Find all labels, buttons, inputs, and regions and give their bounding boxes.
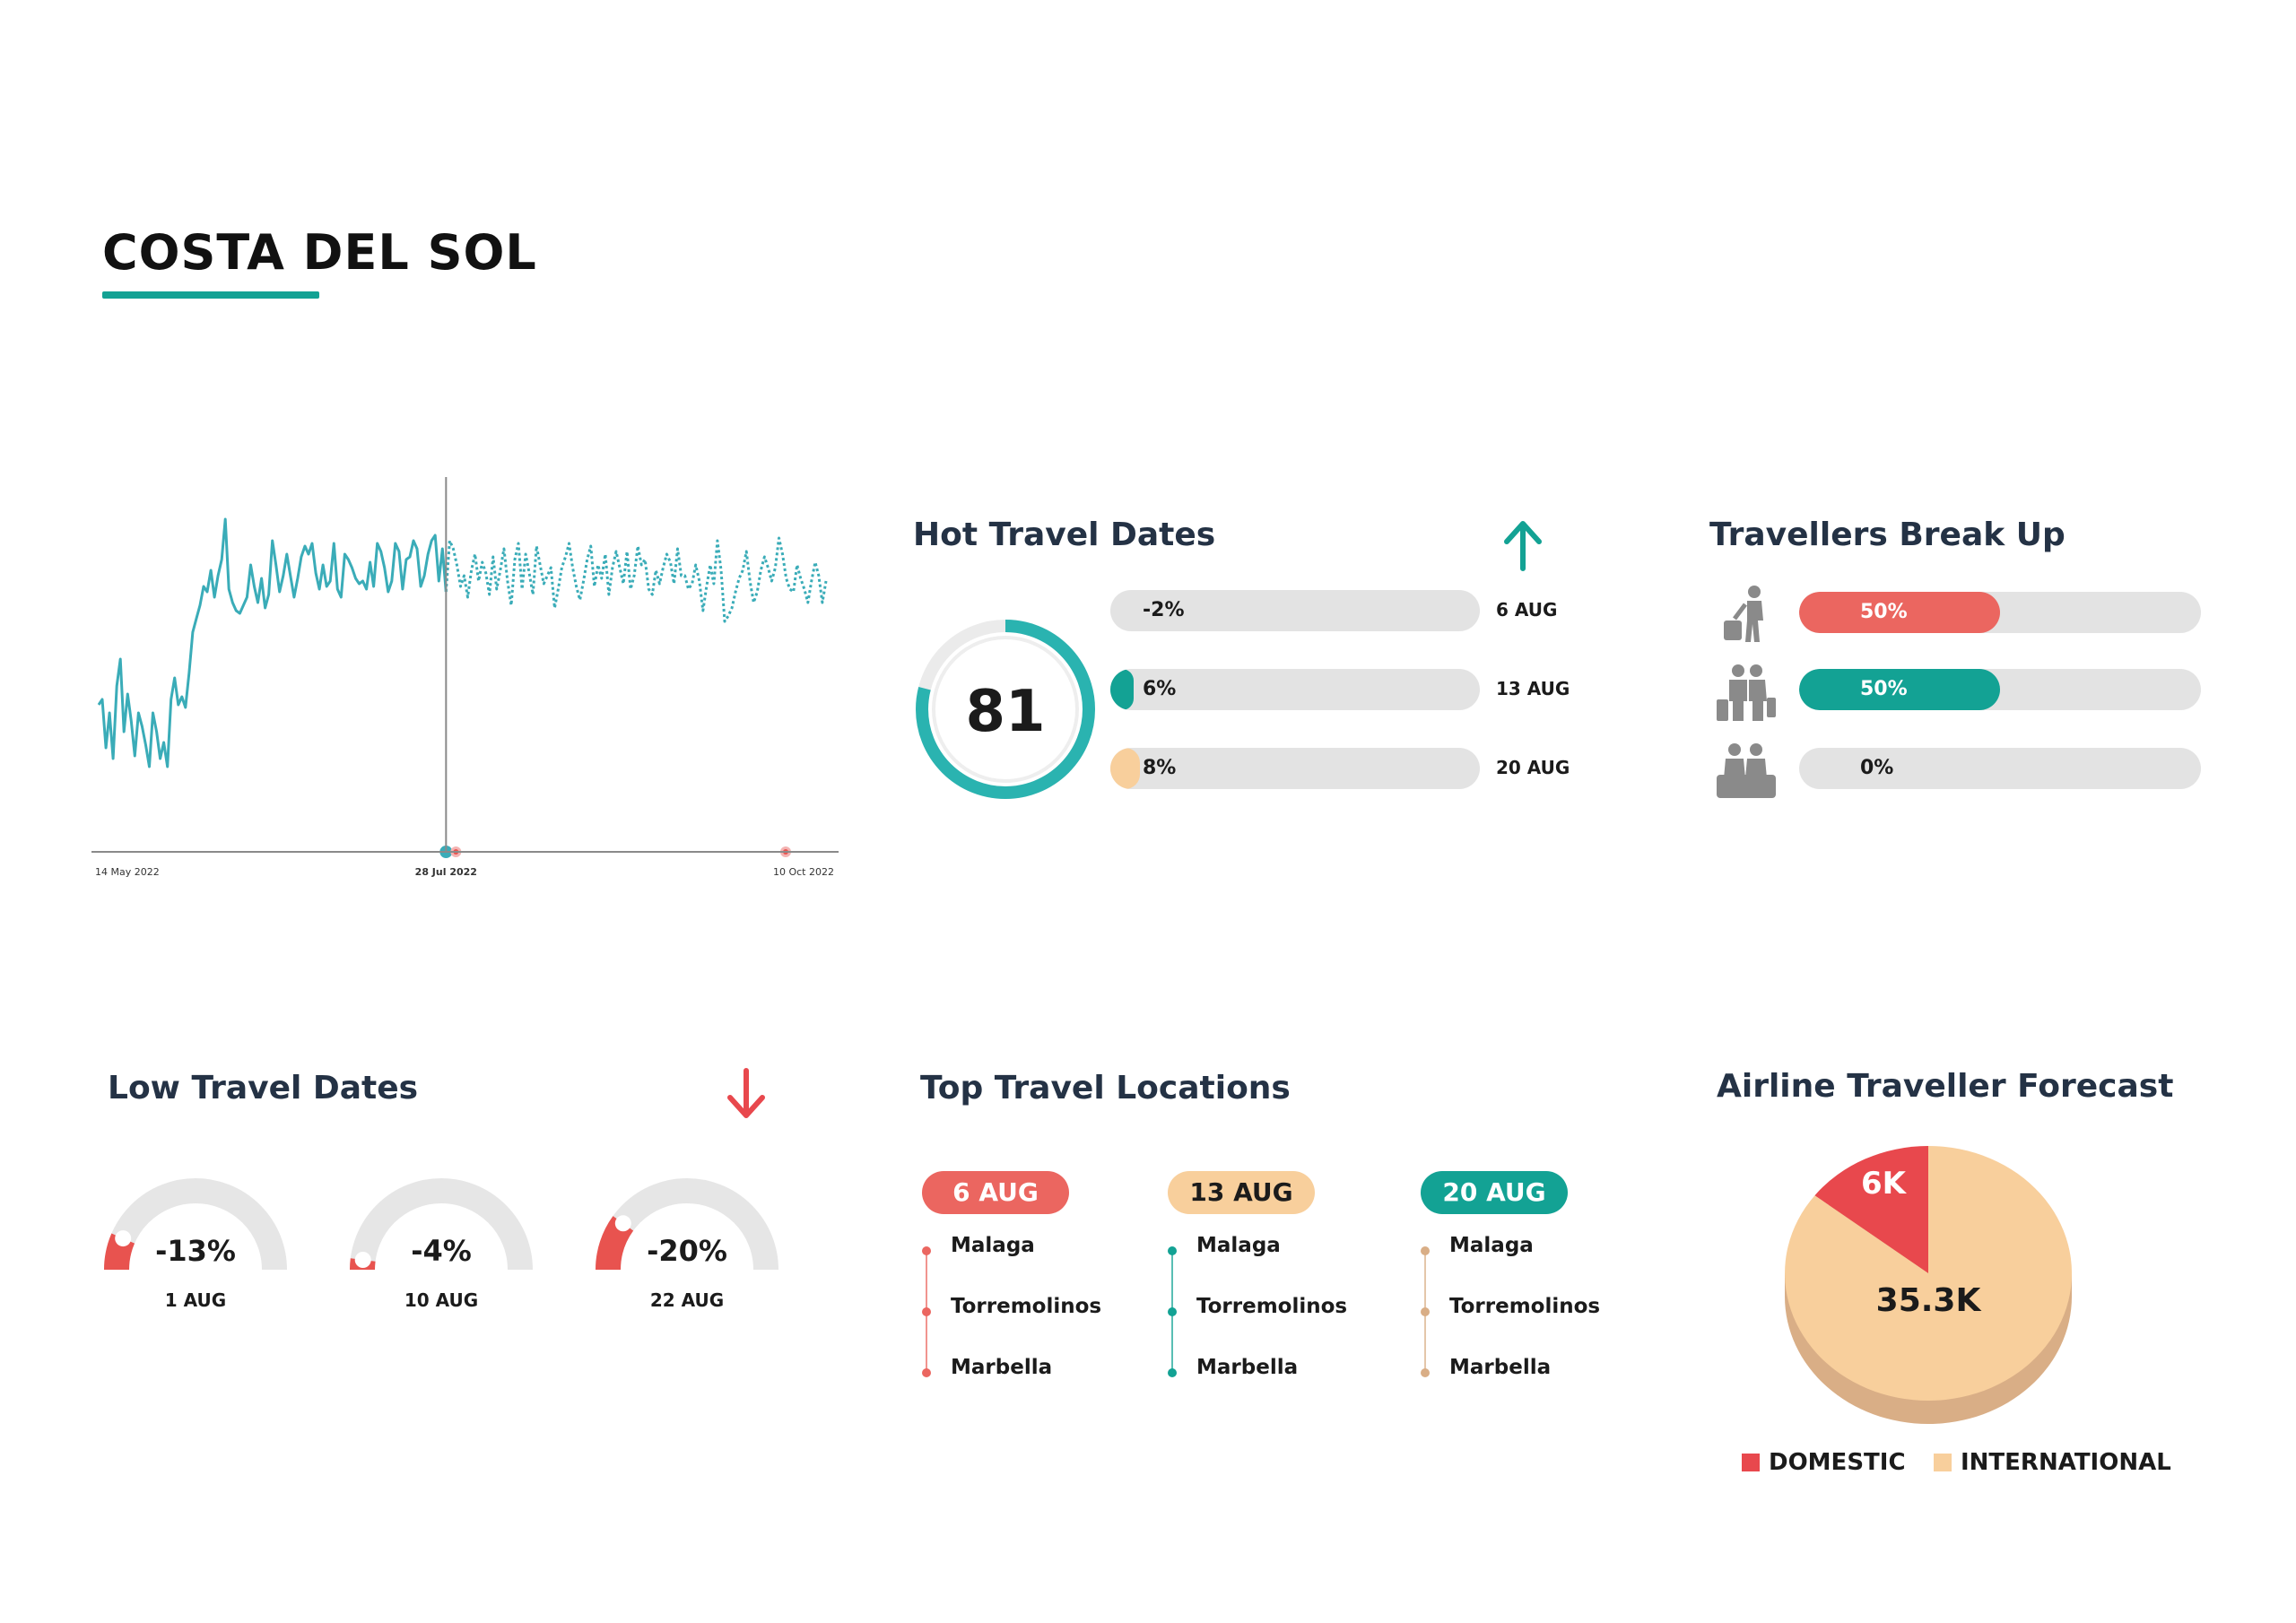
score-arc xyxy=(916,620,1095,799)
gauge-date: 1 AUG xyxy=(164,1289,227,1311)
location-dot xyxy=(1168,1246,1177,1255)
gauge xyxy=(350,1178,533,1271)
page-title: COSTA DEL SOL xyxy=(102,224,537,281)
hot-date-bar: 8% xyxy=(1110,748,1480,789)
pie-slice-domestic xyxy=(1814,1146,1928,1273)
hot-date-pct: 8% xyxy=(1143,757,1177,779)
low-travel-dates-title: Low Travel Dates xyxy=(108,1070,419,1107)
location-dot xyxy=(922,1368,931,1377)
location-dot xyxy=(1421,1368,1430,1377)
hot-date-bar: -2% xyxy=(1110,590,1480,631)
hot-date-bar-fill xyxy=(1110,748,1140,789)
location-dot xyxy=(922,1307,931,1316)
traveller-bar-fill xyxy=(1799,592,2000,633)
travellers-break-up-title: Travellers Break Up xyxy=(1709,516,2066,553)
gauge-knob xyxy=(614,1215,631,1232)
traveller-bar: 0% xyxy=(1799,748,2201,789)
location-item: Torremolinos xyxy=(1449,1295,1601,1318)
legend-item: DOMESTIC xyxy=(1742,1449,1906,1476)
trend-line-chart: 14 May 2022 28 Jul 2022 10 Oct 2022 xyxy=(91,477,839,878)
hot-date-label: 20 AUG xyxy=(1496,757,1570,778)
gauge-track xyxy=(350,1178,533,1271)
legend-swatch xyxy=(1742,1454,1760,1471)
series-forecast-line xyxy=(444,536,828,623)
couple-traveller-icon xyxy=(1717,664,1776,721)
location-dot xyxy=(1168,1307,1177,1316)
international-value-label: 35.3K xyxy=(1875,1282,1981,1319)
solo-traveller-icon xyxy=(1724,586,1763,642)
gauge xyxy=(596,1178,778,1271)
gauge xyxy=(103,1178,287,1271)
traveller-bar: 50% xyxy=(1799,592,2201,633)
score-value: 81 xyxy=(965,679,1046,745)
score-ring xyxy=(916,620,1095,799)
x-tick-label: 14 May 2022 xyxy=(95,866,160,878)
hot-date-pct: -2% xyxy=(1143,599,1185,621)
traveller-bar: 50% xyxy=(1799,669,2201,710)
location-date-pill: 13 AUG xyxy=(1168,1171,1315,1214)
hot-date-label: 6 AUG xyxy=(1496,599,1558,621)
top-travel-locations-title: Top Travel Locations xyxy=(920,1070,1291,1107)
location-dot xyxy=(922,1246,931,1255)
traveller-pct: 50% xyxy=(1860,601,1908,623)
pie-slice-international xyxy=(1785,1146,2073,1401)
x-tick-label: 10 Oct 2022 xyxy=(773,866,834,878)
location-date-pill: 6 AUG xyxy=(922,1171,1069,1214)
hot-date-bar-fill xyxy=(1110,669,1134,710)
hot-date-pct: 6% xyxy=(1143,678,1177,700)
traveller-bar-fill xyxy=(1799,669,2000,710)
location-item: Malaga xyxy=(1449,1234,1534,1257)
location-dot xyxy=(1168,1368,1177,1377)
gauge-date: 10 AUG xyxy=(404,1289,479,1311)
domestic-value-label: 6K xyxy=(1860,1166,1906,1202)
legend-label: DOMESTIC xyxy=(1769,1449,1906,1476)
location-item: Malaga xyxy=(951,1234,1035,1257)
location-dot xyxy=(1421,1307,1430,1316)
location-item: Malaga xyxy=(1196,1234,1281,1257)
location-item: Marbella xyxy=(1449,1356,1552,1379)
title-underline xyxy=(102,291,319,299)
hot-travel-dates-title: Hot Travel Dates xyxy=(913,516,1216,553)
location-date-pill: 20 AUG xyxy=(1421,1171,1568,1214)
gauge-date: 22 AUG xyxy=(649,1289,725,1311)
traveller-pct: 50% xyxy=(1860,678,1908,700)
legend-label: INTERNATIONAL xyxy=(1961,1449,2171,1476)
traveller-pct: 0% xyxy=(1860,757,1894,779)
legend-item: INTERNATIONAL xyxy=(1934,1449,2171,1476)
location-item: Marbella xyxy=(1196,1356,1299,1379)
hot-date-label: 13 AUG xyxy=(1496,678,1570,699)
family-traveller-icon xyxy=(1717,743,1776,798)
location-item: Marbella xyxy=(951,1356,1053,1379)
gauge-value: -4% xyxy=(411,1234,472,1268)
location-dot xyxy=(1421,1246,1430,1255)
legend-swatch xyxy=(1934,1454,1952,1471)
hot-date-bar: 6% xyxy=(1110,669,1480,710)
location-item: Torremolinos xyxy=(951,1295,1102,1318)
location-item: Torremolinos xyxy=(1196,1295,1348,1318)
gauge-knob xyxy=(115,1230,132,1247)
gauge-value: -13% xyxy=(155,1234,236,1268)
x-tick-label: 28 Jul 2022 xyxy=(415,866,477,878)
series-actual-line xyxy=(97,517,448,768)
airline-forecast-title: Airline Traveller Forecast xyxy=(1717,1068,2174,1105)
forecast-pie-chart xyxy=(1785,1146,2073,1424)
gauge-value: -20% xyxy=(647,1234,727,1268)
gauge-knob xyxy=(354,1252,371,1268)
arrow-down-icon xyxy=(727,1068,765,1118)
arrow-up-icon xyxy=(1504,521,1542,571)
